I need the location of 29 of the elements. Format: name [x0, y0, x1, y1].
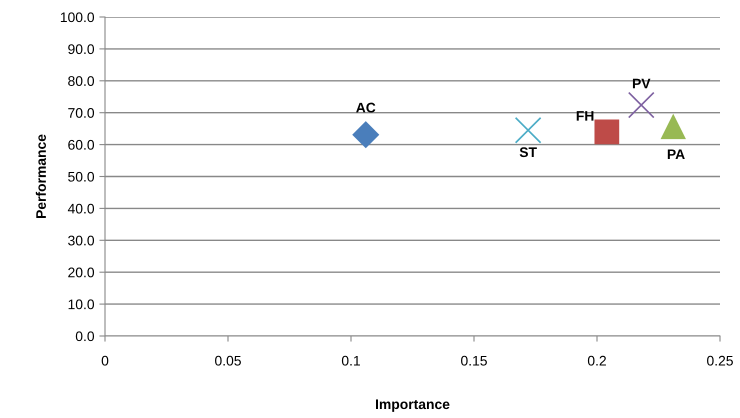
x-tick-label: 0.2: [588, 356, 606, 366]
point: [628, 92, 655, 118]
y-tick-label: 30.0: [68, 236, 94, 246]
y-tick-label: 60.0: [68, 140, 94, 150]
series-label: PV: [632, 78, 650, 88]
series-label: FH: [576, 111, 594, 121]
point: [594, 119, 620, 144]
y-tick-label: 20.0: [68, 268, 94, 278]
y-tick-label: 40.0: [68, 204, 94, 214]
y-tick-label: 80.0: [68, 76, 94, 86]
point: [352, 121, 380, 148]
y-axis-title: Performance: [36, 134, 46, 218]
x-tick-label: 0.05: [215, 356, 241, 366]
series-label: ST: [520, 147, 537, 158]
y-tick-label: 90.0: [68, 44, 94, 54]
point: [514, 116, 542, 144]
y-tick-label: 10.0: [68, 299, 94, 310]
y-tick-label: 50.0: [68, 172, 94, 182]
y-tick-label: 0.0: [76, 331, 94, 342]
x-tick-label: 0.1: [342, 356, 360, 366]
series-label: PA: [668, 149, 685, 160]
x-tick-label: 0.15: [461, 356, 487, 366]
series-label: AC: [356, 102, 376, 113]
y-tick-label: 70.0: [68, 108, 94, 118]
x-tick-label: 0: [102, 356, 108, 366]
y-tick-label: 100.0: [60, 12, 94, 22]
point: [660, 114, 686, 140]
x-axis-title: Importance: [376, 399, 450, 412]
x-tick-label: 0.25: [707, 356, 733, 366]
